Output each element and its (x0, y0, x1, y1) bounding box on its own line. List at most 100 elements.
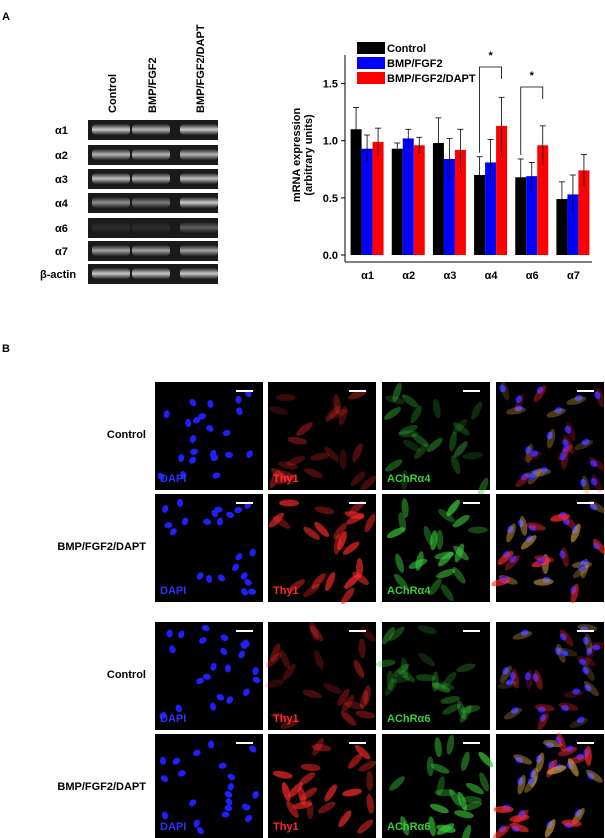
cell-body (513, 754, 533, 765)
nucleus (177, 770, 186, 777)
nucleus (178, 454, 185, 463)
cell-body (561, 547, 569, 567)
legend-swatch (357, 57, 385, 69)
cell-body (534, 704, 555, 712)
nucleus (252, 790, 259, 799)
bar (432, 143, 444, 255)
nucleus (166, 629, 173, 638)
cell-body (272, 770, 293, 779)
panel-label: A (2, 11, 10, 23)
bar (567, 194, 579, 255)
cell-body (499, 665, 512, 684)
nucleus (536, 386, 544, 394)
cell-body (287, 436, 308, 445)
cell-body (432, 398, 441, 419)
nucleus (224, 451, 233, 459)
cell-body (386, 527, 406, 539)
y-tick-label: 0.5 (323, 193, 338, 205)
cell-body (287, 579, 306, 592)
cell-body (509, 823, 529, 833)
x-tick-label: α6 (526, 270, 539, 282)
nucleus (177, 498, 184, 507)
blot-band (180, 268, 218, 279)
nucleus (252, 667, 259, 675)
nucleus (159, 756, 166, 765)
nucleus (252, 676, 261, 684)
cell-body (570, 583, 579, 604)
bar (350, 129, 362, 255)
cell-body (584, 745, 592, 766)
nucleus (562, 445, 570, 453)
nucleus (582, 636, 589, 645)
cell-body (589, 457, 605, 471)
bar (537, 145, 549, 255)
cell-body (353, 659, 365, 679)
cell-body (576, 656, 596, 666)
nucleus (224, 805, 233, 812)
nucleus (209, 702, 217, 711)
blot-band (92, 197, 130, 208)
cell-body (428, 816, 436, 837)
nucleus (502, 667, 510, 675)
channel-label: AChRα4 (387, 473, 431, 485)
cell-body (348, 389, 368, 400)
cell-body (511, 668, 520, 689)
nucleus (224, 790, 233, 798)
nucleus (226, 511, 234, 519)
nucleus (157, 472, 165, 481)
significance-bracket (479, 66, 502, 153)
cell-body (497, 551, 514, 565)
channel-label: DAPI (160, 473, 186, 485)
cell-body (314, 521, 330, 537)
micrograph-row-label: BMP/FGF2/DAPT (57, 541, 146, 553)
cell-body (523, 451, 542, 462)
cell-body (328, 408, 348, 419)
cell-body (446, 734, 455, 755)
cell-body (266, 652, 282, 668)
micrograph-row-label: BMP/FGF2/DAPT (57, 781, 146, 793)
cell-body (341, 694, 355, 712)
blot-column-label: Control (107, 74, 119, 113)
cell-body (333, 534, 342, 555)
cell-body (342, 788, 362, 797)
nucleus (546, 431, 553, 440)
cell-body (462, 452, 483, 460)
blot-band (92, 222, 130, 233)
cell-body (359, 690, 369, 710)
cell-body (586, 769, 603, 783)
nucleus (175, 704, 182, 713)
nucleus (524, 672, 531, 681)
blot-row-label: α6 (55, 223, 68, 235)
cell-body (339, 449, 347, 470)
cell-body (434, 737, 442, 758)
cell-body (450, 454, 461, 475)
cell-body (572, 564, 590, 579)
blot-band (132, 124, 170, 135)
cell-body (388, 626, 405, 641)
cell-body (454, 543, 465, 563)
nucleus (248, 588, 257, 595)
cell-body (436, 776, 445, 796)
nucleus (562, 439, 569, 447)
cell-body (311, 743, 332, 752)
cell-body (300, 763, 321, 771)
nucleus (590, 477, 598, 486)
cell-body (382, 627, 395, 645)
nucleus (196, 827, 204, 835)
cell-body (556, 732, 567, 752)
cell-body (278, 470, 298, 481)
cell-body (452, 566, 466, 584)
cell-body (438, 551, 454, 567)
cell-body (533, 578, 554, 586)
nucleus (539, 467, 548, 474)
nucleus (517, 519, 525, 528)
cell-body (342, 541, 360, 555)
nucleus (509, 672, 516, 681)
cell-body (280, 719, 300, 729)
cell-body (436, 529, 444, 550)
cell-body (275, 474, 295, 485)
nucleus (572, 688, 581, 695)
cell-body (358, 760, 377, 772)
cell-body (514, 393, 525, 413)
nucleus (189, 435, 197, 443)
